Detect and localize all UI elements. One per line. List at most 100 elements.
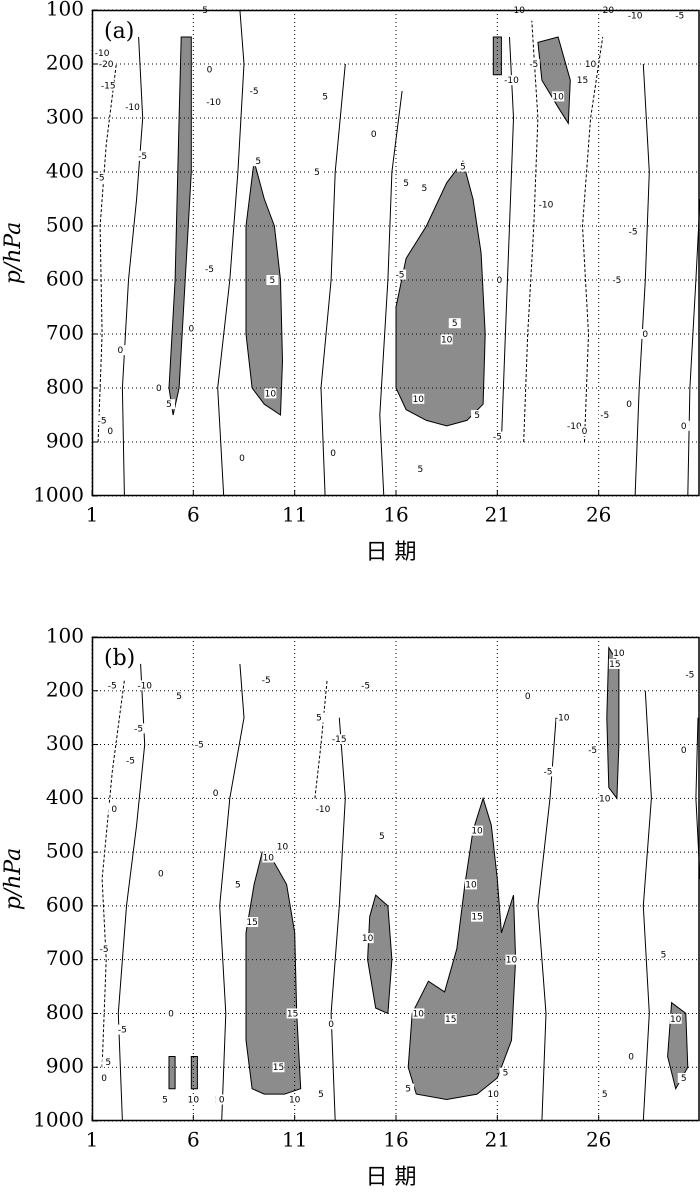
contour-label-bg (629, 10, 642, 21)
contour-label: -10 (567, 422, 582, 432)
contour-label: 0 (168, 1009, 174, 1019)
contour-label: 10 (552, 92, 564, 102)
contour-label-bg (487, 1089, 500, 1100)
contour-label: 5 (162, 1095, 168, 1105)
x-tick-label: 16 (383, 1128, 408, 1152)
contour-label: 5 (460, 163, 466, 173)
contour-label-bg (505, 75, 518, 86)
contour-label: -5 (629, 227, 638, 237)
contour-label: 0 (107, 427, 113, 437)
y-tick-label: 700 (46, 321, 84, 345)
contour-label: 5 (314, 168, 320, 178)
contour-label-bg (527, 59, 540, 69)
contour-label-bg (114, 345, 127, 356)
contour-label-bg (556, 712, 569, 723)
contour-label: -5 (675, 11, 684, 21)
contour-label-bg (100, 59, 113, 69)
contour-label: 0 (582, 427, 588, 437)
contour-label-bg (505, 954, 518, 965)
contour-label: 5 (316, 714, 322, 724)
contour-label-bg (327, 447, 340, 458)
x-axis-label: 日 期 (366, 540, 417, 565)
contour-label: -10 (137, 681, 152, 691)
contour-label: 5 (322, 92, 328, 102)
contour-label-bg (154, 868, 167, 879)
x-tick-label: 21 (485, 1128, 510, 1152)
contour-label-bg (610, 275, 623, 285)
contour-label-bg (215, 1094, 228, 1105)
contour-label: -5 (98, 416, 107, 426)
contour-label: 0 (188, 325, 194, 335)
contour-label-bg (627, 226, 640, 237)
contour-label: -5 (126, 757, 135, 767)
y-tick-label: 500 (46, 213, 84, 237)
contour-label-bg (677, 1072, 690, 1083)
contour-label-bg (102, 80, 115, 91)
contour-label-bg (136, 150, 149, 161)
x-tick-label: 16 (383, 503, 408, 527)
contour-label: -5 (544, 767, 553, 777)
contour-label: 0 (111, 805, 117, 815)
x-tick-label: 26 (586, 503, 611, 527)
contour-label-bg (246, 917, 259, 928)
contour-label: 5 (452, 319, 458, 329)
contour-label-bg (375, 830, 388, 841)
contour-label-bg (231, 879, 244, 890)
contour-label: 0 (330, 449, 336, 459)
contour-label: -20 (99, 60, 114, 70)
contour-label: 0 (642, 330, 648, 340)
contour-label: 0 (681, 422, 687, 432)
contour-line (687, 198, 700, 497)
contour-label-bg (400, 177, 413, 188)
contour-label-bg (669, 1013, 682, 1024)
contour-label: 5 (235, 880, 241, 890)
contour-label-bg (586, 744, 599, 755)
x-axis-label: 日 期 (366, 1165, 417, 1190)
contour-label: 10 (413, 395, 425, 405)
contour-label-bg (102, 1056, 115, 1067)
contour-label-bg (578, 426, 591, 437)
shaded-region (190, 1056, 198, 1090)
x-tick-label: 1 (86, 503, 99, 527)
contour-label: 0 (118, 346, 124, 356)
y-tick-label: 500 (46, 839, 84, 863)
contour-label: -5 (195, 741, 204, 751)
contour-label-bg (98, 1072, 111, 1083)
contour-label-bg (683, 669, 696, 680)
contour-label-bg (333, 734, 346, 745)
contour-label: 10 (613, 649, 625, 659)
contour-label: -5 (96, 173, 105, 183)
contour-label-bg (491, 431, 504, 442)
contour-label-bg (96, 48, 109, 59)
contour-label: -15 (332, 735, 347, 745)
contour-label: 0 (101, 1074, 107, 1084)
contour-label-bg (207, 96, 220, 107)
contour-label: 10 (188, 1095, 200, 1105)
contour-label: 5 (403, 179, 409, 189)
contour-label: 10 (488, 1090, 500, 1100)
contour-label: 10 (263, 853, 275, 863)
contour-label-bg (138, 680, 151, 691)
y-tick-label: 300 (46, 731, 84, 755)
contour-label-bg (598, 1089, 611, 1100)
shaded-region (367, 894, 393, 1015)
x-tick-label: 11 (282, 503, 307, 527)
contour-label-bg (568, 420, 581, 431)
contour-label-bg (471, 410, 484, 420)
contour-label: 0 (628, 1052, 634, 1062)
contour-label: -5 (493, 433, 502, 443)
contour-label: -10 (316, 805, 331, 815)
contour-label: 10 (441, 335, 453, 345)
shaded-region (245, 161, 284, 416)
contour-label-bg (96, 415, 109, 426)
contour-label-bg (542, 766, 554, 777)
contour-label-bg (94, 172, 107, 183)
contour-label: 0 (626, 400, 632, 410)
shaded-region (245, 851, 302, 1095)
contour-label: 0 (156, 384, 162, 394)
contour-label-bg (677, 420, 690, 431)
contour-line (101, 679, 125, 1068)
contour-line (581, 36, 604, 443)
contour-label-bg (193, 739, 206, 750)
